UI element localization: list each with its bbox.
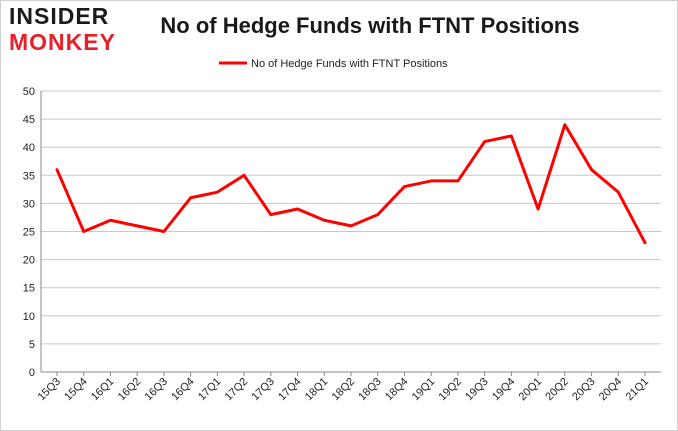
- data-point-19Q4: [510, 135, 512, 137]
- legend: No of Hedge Funds with FTNT Positions: [219, 58, 448, 70]
- axes: [40, 91, 646, 376]
- y-tick-label-50: 50: [23, 86, 35, 98]
- x-tick-label-15Q3: 15Q3: [36, 376, 64, 404]
- y-tick-label-20: 20: [23, 255, 35, 267]
- data-point-16Q2: [136, 225, 138, 227]
- x-tick-label-15Q4: 15Q4: [62, 376, 90, 404]
- data-point-17Q1: [216, 191, 218, 193]
- x-tick-label-20Q1: 20Q1: [517, 376, 545, 404]
- x-tick-label-19Q4: 19Q4: [490, 376, 518, 404]
- data-point-19Q2: [457, 180, 459, 182]
- x-tick-label-18Q4: 18Q4: [383, 376, 411, 404]
- x-tick-label-19Q2: 19Q2: [437, 376, 465, 404]
- data-point-20Q1: [537, 208, 539, 210]
- x-axis-tick-labels: 15Q3 15Q4 16Q1 16Q2 16Q3 16Q4 17Q1 17Q2 17Q3 17Q4…: [36, 376, 652, 404]
- data-point-21Q1: [644, 242, 646, 244]
- data-point-15Q4: [83, 231, 85, 232]
- legend-label: No of Hedge Funds with FTNT Positions: [251, 58, 448, 70]
- x-tick-label-21Q1: 21Q1: [624, 376, 652, 404]
- y-tick-label-25: 25: [23, 227, 35, 239]
- x-tick-label-17Q3: 17Q3: [249, 376, 277, 404]
- x-tick-label-20Q2: 20Q2: [543, 376, 571, 404]
- chart-title: No of Hedge Funds with FTNT Positions: [160, 13, 580, 38]
- data-point-17Q4: [297, 208, 299, 210]
- y-tick-label-10: 10: [23, 311, 35, 323]
- data-point-18Q4: [403, 186, 405, 188]
- data-point-19Q3: [484, 141, 486, 143]
- data-point-16Q3: [163, 231, 165, 232]
- y-tick-label-15: 15: [23, 283, 35, 295]
- data-point-20Q4: [617, 191, 619, 193]
- x-tick-label-18Q2: 18Q2: [330, 376, 358, 404]
- x-tick-label-18Q3: 18Q3: [356, 376, 384, 404]
- y-tick-label-35: 35: [23, 170, 35, 182]
- y-tick-label-5: 5: [29, 339, 35, 351]
- x-tick-label-16Q1: 16Q1: [89, 376, 117, 404]
- insider-monkey-logo: INSIDER MONKEY: [9, 5, 127, 57]
- series-lines: [55, 123, 647, 245]
- y-axis-tick-labels: 0 5 10 15 20 25 30 35 40 45 50: [23, 86, 35, 379]
- x-tick-label-19Q3: 19Q3: [463, 376, 491, 404]
- x-tick-label-16Q3: 16Q3: [143, 376, 171, 404]
- x-tick-label-20Q3: 20Q3: [570, 376, 598, 404]
- x-tick-label-19Q1: 19Q1: [410, 376, 438, 404]
- data-point-19Q1: [430, 180, 432, 182]
- series-line-0: [55, 123, 647, 245]
- y-tick-label-40: 40: [23, 142, 35, 154]
- data-point-20Q2: [564, 124, 566, 126]
- y-tick-label-30: 30: [23, 198, 35, 210]
- data-point-18Q2: [350, 225, 352, 227]
- x-tick-label-17Q1: 17Q1: [196, 376, 224, 404]
- data-point-16Q1: [109, 219, 111, 221]
- logo-text-top: INSIDER: [9, 3, 110, 29]
- y-tick-label-0: 0: [29, 367, 35, 379]
- data-point-16Q4: [190, 197, 192, 199]
- data-point-15Q3: [56, 169, 58, 171]
- data-point-18Q3: [377, 214, 379, 216]
- data-point-20Q3: [591, 169, 593, 171]
- x-tick-label-17Q4: 17Q4: [276, 376, 304, 404]
- x-tick-label-16Q4: 16Q4: [169, 376, 197, 404]
- x-tick-label-17Q2: 17Q2: [223, 376, 251, 404]
- x-tick-label-18Q1: 18Q1: [303, 376, 331, 404]
- gridlines: [41, 90, 661, 373]
- x-tick-label-16Q2: 16Q2: [116, 376, 144, 404]
- data-point-18Q1: [323, 219, 325, 221]
- x-tick-label-20Q4: 20Q4: [597, 376, 625, 404]
- y-tick-label-45: 45: [23, 114, 35, 126]
- data-point-17Q2: [243, 174, 245, 176]
- logo-text-bottom: MONKEY: [9, 29, 116, 55]
- data-point-17Q3: [270, 214, 272, 216]
